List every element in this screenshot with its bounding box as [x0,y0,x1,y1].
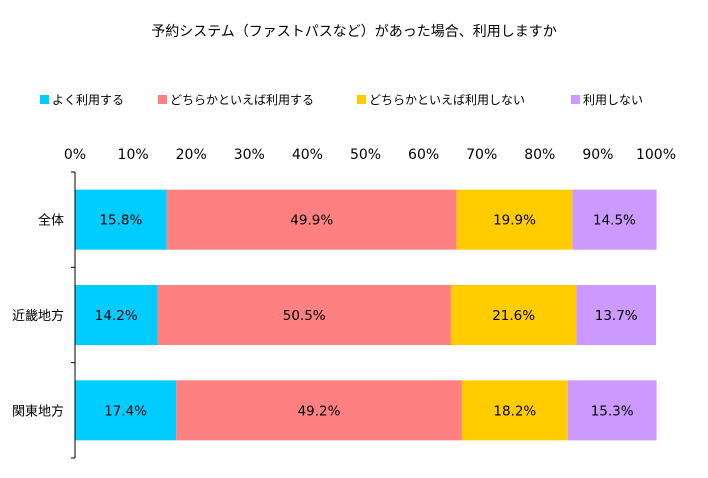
legend-swatch-4 [571,95,580,104]
x-tick-label: 40% [292,147,323,163]
chart-title: 予約システム（ファストパスなど）があった場合、利用しますか [151,24,557,40]
data-label: 18.2% [493,403,536,419]
bar-segment [567,380,657,441]
x-tick-label: 60% [408,147,439,163]
legend-swatch-3 [357,95,366,104]
bar-segment [176,380,462,441]
x-tick-label: 50% [350,147,381,163]
data-label: 13.7% [595,308,638,324]
bar-segment [75,380,177,441]
bar-segment [450,285,577,345]
category-label: 全体 [38,213,64,229]
bar-segment [576,285,656,345]
data-label: 14.5% [593,213,636,229]
bars: 15.8% 49.9% 19.9% 14.5% 14.2% 50.5% 21.6% 13.7%… [75,189,657,441]
data-label: 15.8% [99,213,142,229]
x-axis-tick-labels: 0% 10% 20% 30% 40% 50% 60% 70% 80% 90% 100% [64,147,676,163]
bar-segment [572,189,657,250]
x-tick-label: 30% [234,147,265,163]
y-axis [71,171,76,459]
data-label: 19.9% [493,213,536,229]
data-label: 49.2% [298,403,341,419]
legend-label-2: どちらかといえば利用する [170,93,314,107]
data-label: 21.6% [492,308,535,324]
legend-swatch-2 [158,95,167,104]
legend-label-1: よく利用する [52,93,124,107]
data-label: 14.2% [95,308,138,324]
bar-segment [461,380,568,441]
x-tick-label: 90% [582,147,613,163]
data-label: 49.9% [290,213,333,229]
bar-segment [75,189,167,250]
x-tick-label: 70% [466,147,497,163]
legend-label-4: 利用しない [583,93,643,107]
bar-segment [166,189,457,250]
bar-segment [75,285,158,345]
legend-swatch-1 [40,95,49,104]
legend-label-3: どちらかといえば利用しない [369,93,525,107]
x-tick-label: 80% [524,147,555,163]
legend: よく利用する どちらかといえば利用する どちらかといえば利用しない 利用しない [40,93,643,107]
category-label: 近畿地方 [12,308,64,324]
data-label: 50.5% [283,308,326,324]
bar-segment [456,189,573,250]
bar-segment [157,285,451,345]
x-tick-label: 10% [118,147,149,163]
x-tick-label: 100% [636,147,676,163]
category-label: 関東地方 [12,403,64,419]
data-label: 17.4% [104,403,147,419]
x-tick-label: 20% [176,147,207,163]
data-label: 15.3% [591,403,634,419]
x-tick-label: 0% [64,147,86,163]
